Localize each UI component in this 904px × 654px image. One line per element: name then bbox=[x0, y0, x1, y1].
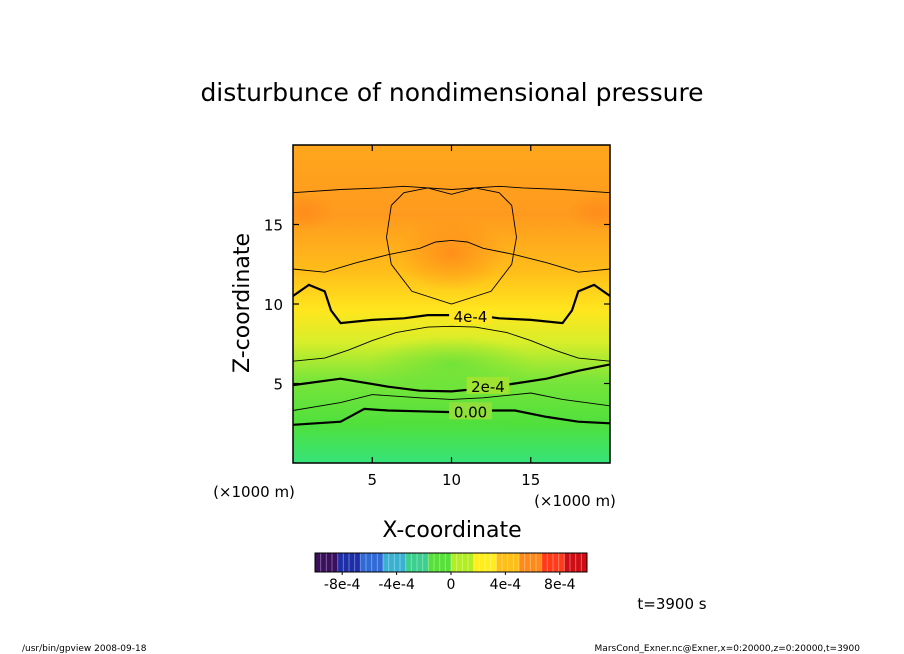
color-bin-8 bbox=[496, 553, 520, 572]
color-bin-4 bbox=[405, 553, 429, 572]
contour-line-5 bbox=[293, 239, 610, 273]
y-axis: 5 10 15 bbox=[264, 217, 610, 394]
color-bin-9 bbox=[519, 553, 543, 572]
color-tick-label-2: 0 bbox=[447, 577, 456, 593]
contour-line-3 bbox=[293, 325, 610, 362]
color-tick-label-1: -4e-4 bbox=[378, 577, 415, 593]
color-bin-0 bbox=[315, 553, 339, 572]
contour-line-7 bbox=[386, 187, 517, 305]
color-tick-label-4: 8e-4 bbox=[544, 577, 576, 593]
x-tick-label-0: 5 bbox=[367, 471, 377, 489]
y-tick-label-1: 10 bbox=[264, 296, 283, 314]
color-tick-label-0: -8e-4 bbox=[324, 577, 361, 593]
footer-left-text: /usr/bin/gpview 2008-09-18 bbox=[22, 644, 147, 654]
contour-label-bg-4 bbox=[449, 306, 492, 324]
color-bin-6 bbox=[451, 553, 475, 572]
pressure-core-right bbox=[568, 192, 610, 231]
color-tick-label-3: 4e-4 bbox=[490, 577, 522, 593]
color-bin-1 bbox=[337, 553, 361, 572]
x-tick-label-1: 10 bbox=[442, 471, 461, 489]
chart-title: disturbunce of nondimensional pressure bbox=[200, 78, 703, 107]
pressure-core bbox=[397, 214, 506, 292]
color-bin-5 bbox=[428, 553, 452, 572]
x-axis: 5 10 15 bbox=[367, 145, 540, 489]
x-tick-label-2: 15 bbox=[521, 471, 540, 489]
contour-label-0: 0.00 bbox=[454, 403, 487, 421]
x-axis-unit: (×1000 m) bbox=[534, 492, 616, 510]
contour-line-6 bbox=[293, 185, 610, 194]
color-bin-11 bbox=[564, 553, 588, 572]
color-bin-2 bbox=[360, 553, 384, 572]
time-label: t=3900 s bbox=[637, 595, 706, 613]
x-axis-label: X-coordinate bbox=[382, 518, 521, 543]
y-tick-label-0: 5 bbox=[273, 376, 283, 394]
y-axis-label: Z-coordinate bbox=[230, 233, 255, 373]
y-axis-unit: (×1000 m) bbox=[213, 483, 295, 501]
color-bin-7 bbox=[473, 553, 497, 572]
contour-label-4: 4e-4 bbox=[454, 308, 488, 326]
contour-label-2: 2e-4 bbox=[471, 378, 505, 396]
color-scale-bar: -8e-4 -4e-4 0 4e-4 8e-4 bbox=[314, 552, 588, 593]
color-bin-3 bbox=[383, 553, 407, 572]
pressure-core-left bbox=[293, 192, 335, 231]
contour-label-bg-0 bbox=[449, 402, 492, 420]
contour-label-bg-2 bbox=[466, 376, 510, 394]
contour-line-1 bbox=[293, 392, 610, 411]
footer-right-text: MarsCond_Exner.nc@Exner,x=0:20000,z=0:20… bbox=[595, 644, 861, 654]
color-bin-10 bbox=[541, 553, 565, 572]
y-tick-label-2: 15 bbox=[264, 217, 283, 235]
contour-lines: 0.00 2e-4 4e-4 bbox=[293, 185, 610, 426]
